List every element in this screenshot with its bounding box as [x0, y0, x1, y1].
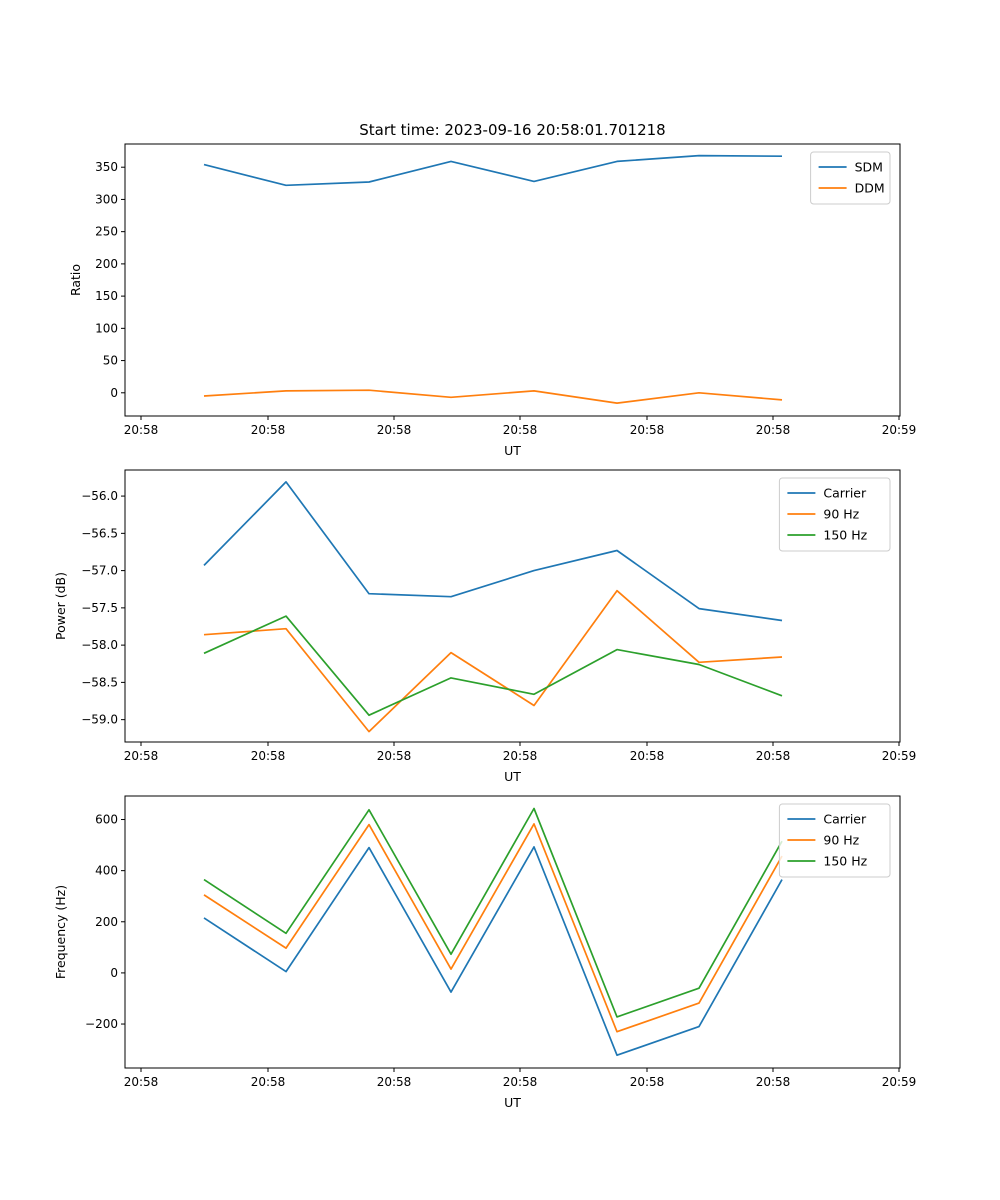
legend-label-150-hz: 150 Hz [823, 528, 867, 543]
y-tick-label: −200 [85, 1017, 118, 1031]
x-tick-label: 20:58 [124, 749, 159, 763]
x-tick-label: 20:58 [756, 749, 791, 763]
y-tick-label: 300 [95, 192, 118, 206]
y-tick-label: 0 [110, 386, 118, 400]
x-tick-label: 20:58 [377, 749, 412, 763]
chart-panel-2: 20:58 20:58 20:58 20:58 20:58 20:58 20:59 −59.0… [53, 469, 917, 784]
x-tick-label: 20:58 [630, 749, 665, 763]
series-line-carrier [203, 846, 783, 1057]
y-tick-label: −59.0 [81, 713, 118, 727]
y-tick-label: 200 [95, 915, 118, 929]
x-tick-label: 20:59 [882, 423, 917, 437]
y-axis-label: Frequency (Hz) [53, 885, 68, 979]
series-line-ddm [203, 389, 783, 404]
series-line-carrier [203, 481, 783, 622]
figure-title: Start time: 2023-09-16 20:58:01.701218 [359, 121, 665, 139]
y-tick-label: −57.5 [81, 601, 118, 615]
y-tick-label: −58.0 [81, 638, 118, 652]
x-tick-label: 20:58 [756, 1075, 791, 1089]
series-line-sdm [203, 154, 783, 187]
legend: Carrier 90 Hz 150 Hz [778, 477, 891, 552]
legend-box [810, 151, 891, 205]
y-axis-label: Ratio [68, 264, 83, 296]
legend-label-150-hz: 150 Hz [823, 854, 867, 869]
x-tick-label: 20:58 [251, 1075, 286, 1089]
y-tick-label: −57.0 [81, 564, 118, 578]
x-tick-label: 20:59 [882, 749, 917, 763]
y-tick-label: 0 [110, 966, 118, 980]
x-tick-label: 20:58 [251, 423, 286, 437]
series-line-90-hz [203, 589, 783, 733]
legend-label-carrier: Carrier [823, 812, 867, 827]
x-tick-label: 20:58 [377, 1075, 412, 1089]
y-tick-label: 400 [95, 864, 118, 878]
legend-label-90-hz: 90 Hz [823, 507, 859, 522]
y-tick-label: 150 [95, 289, 118, 303]
x-tick-label: 20:59 [882, 1075, 917, 1089]
series-line-90-hz [203, 823, 783, 1033]
y-tick-label: 600 [95, 813, 118, 827]
y-tick-label: 100 [95, 321, 118, 335]
series-line-150-hz [203, 807, 783, 1018]
y-tick-label: −56.0 [81, 489, 118, 503]
axes-frame [124, 143, 901, 417]
axes-frame [124, 469, 901, 743]
axes-frame [124, 795, 901, 1069]
x-tick-label: 20:58 [630, 1075, 665, 1089]
x-tick-label: 20:58 [124, 1075, 159, 1089]
legend-box [778, 477, 891, 552]
x-tick-label: 20:58 [630, 423, 665, 437]
y-tick-label: 200 [95, 257, 118, 271]
x-axis-label: UT [504, 769, 521, 784]
y-tick-label: −56.5 [81, 526, 118, 540]
legend-label-90-hz: 90 Hz [823, 833, 859, 848]
series-line-150-hz [203, 615, 783, 717]
legend: SDM DDM [810, 151, 891, 205]
y-tick-label: 350 [95, 160, 118, 174]
legend-label-ddm: DDM [855, 181, 885, 196]
legend-box [778, 803, 891, 878]
chart-panel-1: 20:58 20:58 20:58 20:58 20:58 20:58 20:59 0 50 10… [68, 143, 917, 458]
x-tick-label: 20:58 [503, 749, 538, 763]
y-tick-label: −58.5 [81, 675, 118, 689]
x-tick-label: 20:58 [124, 423, 159, 437]
y-axis-label: Power (dB) [53, 572, 68, 640]
x-tick-label: 20:58 [503, 1075, 538, 1089]
x-tick-label: 20:58 [251, 749, 286, 763]
x-tick-label: 20:58 [503, 423, 538, 437]
y-tick-label: 50 [103, 354, 118, 368]
legend: Carrier 90 Hz 150 Hz [778, 803, 891, 878]
legend-label-carrier: Carrier [823, 486, 867, 501]
chart-panels: 20:58 20:58 20:58 20:58 20:58 20:58 20:59 0 50 10… [53, 143, 917, 1110]
x-axis-label: UT [504, 1095, 521, 1110]
x-tick-label: 20:58 [756, 423, 791, 437]
x-tick-label: 20:58 [377, 423, 412, 437]
legend-label-sdm: SDM [855, 160, 883, 175]
chart-panel-3: 20:58 20:58 20:58 20:58 20:58 20:58 20:59 −200 0… [53, 795, 917, 1110]
y-tick-label: 250 [95, 225, 118, 239]
x-axis-label: UT [504, 443, 521, 458]
